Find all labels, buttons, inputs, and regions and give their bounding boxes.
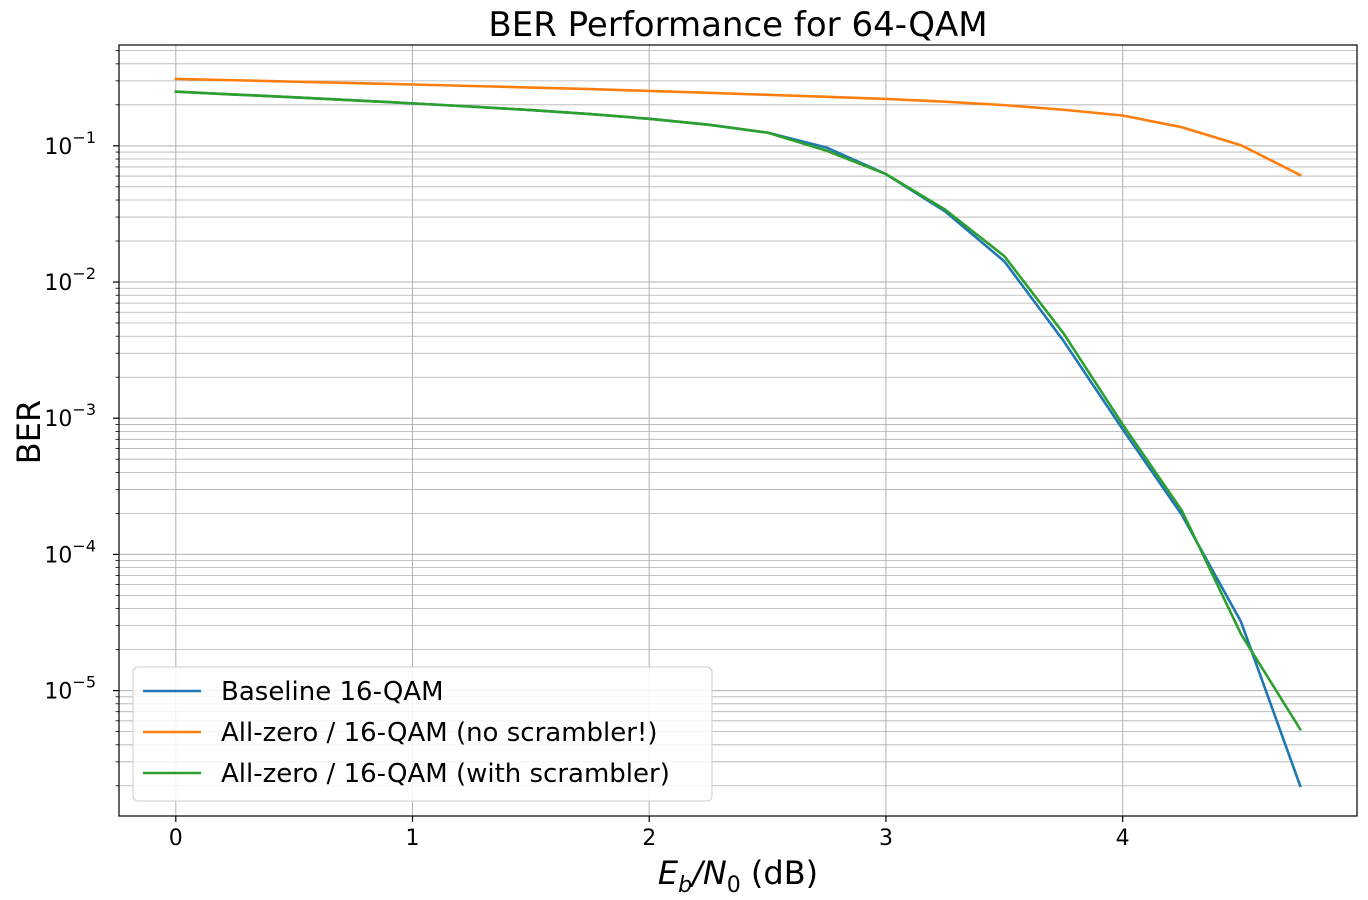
series-line-3 — [174, 90, 1302, 732]
legend-label-2: All-zero / 16-QAM (no scrambler!) — [221, 718, 658, 748]
x-tick-label: 1 — [406, 826, 420, 851]
chart-title: BER Performance for 64-QAM — [488, 5, 987, 45]
legend-label-1: Baseline 16-QAM — [221, 677, 444, 707]
legend-label-3: All-zero / 16-QAM (with scrambler) — [221, 759, 670, 789]
x-axis-label: Eb/N0 (dB) — [658, 854, 818, 898]
x-tick-label: 2 — [642, 826, 656, 851]
y-tick-label: 10−4 — [44, 536, 96, 568]
x-tick-label: 4 — [1116, 826, 1130, 851]
y-axis-label: BER — [10, 400, 48, 464]
legend-box — [132, 666, 713, 802]
x-tick-label: 0 — [169, 826, 183, 851]
y-tick-label: 10−3 — [44, 400, 96, 432]
x-tick-label: 3 — [879, 826, 893, 851]
legend: Baseline 16-QAM All-zero / 16-QAM (no scr… — [132, 666, 713, 802]
ticks: 0 1 2 3 4 10−1 10−2 10−3 10−4 10−5 — [44, 50, 1130, 851]
y-tick-label: 10−2 — [44, 264, 96, 296]
series-line-2 — [174, 77, 1302, 177]
series-lines — [174, 77, 1302, 788]
y-tick-label: 10−1 — [44, 128, 96, 160]
plot-frame — [118, 44, 1358, 817]
y-tick-label: 10−5 — [44, 673, 96, 705]
